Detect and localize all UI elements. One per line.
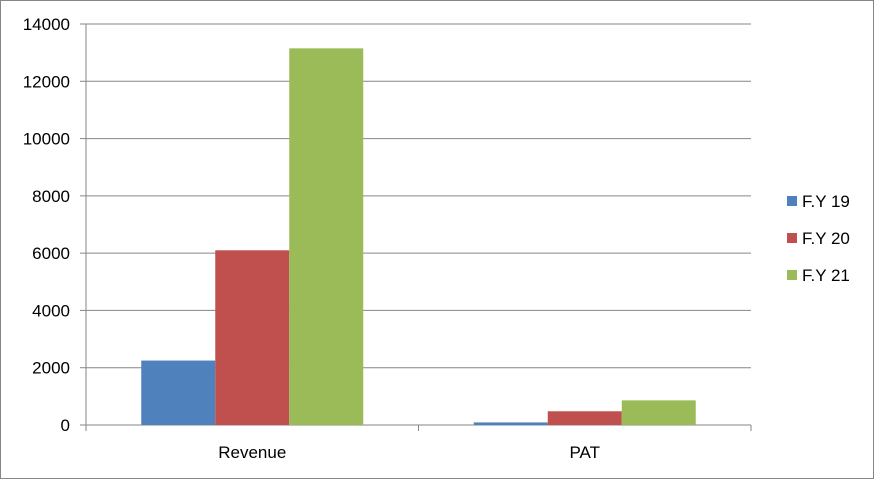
legend-swatch (787, 233, 797, 243)
y-tick-labels: 0 2000 4000 6000 8000 10000 12000 14000 (23, 15, 70, 435)
bar-pat-f-y-19 (473, 422, 548, 425)
legend-swatch (787, 270, 797, 280)
bar-revenue-f-y-21 (289, 48, 364, 425)
y-tick-label: 8000 (32, 187, 70, 206)
y-tick-label: 10000 (23, 130, 70, 149)
legend-swatch (787, 196, 797, 206)
y-tick-label: 4000 (32, 301, 70, 320)
legend-label: F.Y 20 (802, 229, 850, 248)
x-category-label: PAT (569, 443, 600, 462)
bar-pat-f-y-21 (621, 400, 696, 425)
y-tick-label: 0 (61, 416, 70, 435)
y-tick-label: 2000 (32, 359, 70, 378)
category-labels: Revenue PAT (218, 443, 600, 462)
y-tick-label: 12000 (23, 72, 70, 91)
legend-label: F.Y 21 (802, 266, 850, 285)
bars (141, 48, 696, 425)
bar-revenue-f-y-20 (215, 250, 290, 425)
bar-pat-f-y-20 (547, 411, 622, 425)
x-category-label: Revenue (218, 443, 286, 462)
legend-label: F.Y 19 (802, 192, 850, 211)
bar-revenue-f-y-19 (141, 360, 216, 425)
y-tick-label: 6000 (32, 244, 70, 263)
legend: F.Y 19 F.Y 20 F.Y 21 (787, 192, 850, 285)
y-tick-label: 14000 (23, 15, 70, 34)
gridlines (86, 23, 751, 369)
